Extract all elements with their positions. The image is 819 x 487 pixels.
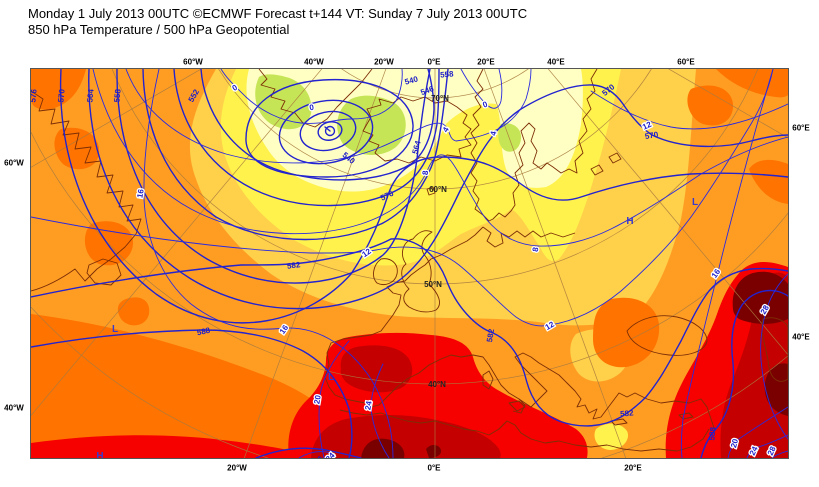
map-frame-label: 40°W bbox=[304, 57, 324, 67]
pressure-centre-label: H bbox=[626, 216, 633, 227]
longitude-line bbox=[668, 69, 788, 139]
geopotential-contour-label: 570 bbox=[56, 88, 66, 103]
map-frame-label: 40°E bbox=[792, 332, 810, 342]
graticule-label: 60°N bbox=[429, 185, 447, 194]
map-frame-label: 40°W bbox=[4, 403, 24, 413]
geopotential-contour-label: 582 bbox=[485, 328, 496, 343]
temperature-contour-label: 16 bbox=[278, 323, 291, 336]
temperature-contour-label: 20 bbox=[312, 394, 323, 405]
map-frame-label: 20°E bbox=[624, 463, 642, 473]
temperature-contour-label: 0 bbox=[231, 83, 240, 93]
geopotential-contour-label: 552 bbox=[187, 87, 202, 104]
pressure-centre-label: L bbox=[112, 324, 118, 335]
map-frame-label: 40°E bbox=[547, 57, 565, 67]
geopotential-contour-label: 540 bbox=[404, 74, 420, 86]
geopotential-contour-label: 594 bbox=[314, 454, 331, 458]
chart-title-line1: Monday 1 July 2013 00UTC ©ECMWF Forecast… bbox=[28, 6, 528, 21]
graticule-layer bbox=[31, 69, 788, 458]
pressure-centre-label: H bbox=[96, 451, 103, 458]
longitude-line bbox=[483, 69, 627, 458]
temperature-contour-label: 16 bbox=[710, 267, 723, 280]
geopotential-contour-label: 582 bbox=[620, 408, 635, 418]
geopotential-contour-label: 588 bbox=[707, 426, 717, 441]
chart-title-line2: 850 hPa Temperature / 500 hPa Geopotenti… bbox=[28, 22, 290, 37]
geopotential-contour-label: 558 bbox=[112, 88, 122, 103]
geopotential-contour-label: 564 bbox=[411, 139, 423, 155]
graticule-label: 50°N bbox=[424, 280, 442, 289]
geopotential-contour-label: 564 bbox=[85, 88, 95, 103]
geopotential-contour-layer bbox=[31, 69, 788, 458]
longitude-line bbox=[547, 69, 788, 356]
map-frame-label: 20°E bbox=[477, 57, 495, 67]
temperature-contour-label: 16 bbox=[135, 188, 146, 199]
geopotential-contour-label: 546 bbox=[419, 84, 435, 97]
low-centre-symbol bbox=[324, 125, 336, 137]
forecast-map: 70°N 60°N 50°N 40°N 540 546 540 552 558 564 570 570… bbox=[30, 68, 789, 459]
temperature-contour-label: 24 bbox=[324, 451, 337, 458]
temperature-contour-layer bbox=[31, 69, 788, 458]
map-frame-label: 20°W bbox=[227, 463, 247, 473]
geopotential-contour-label: 576 bbox=[31, 88, 39, 103]
temperature-contour-label: 4 bbox=[489, 130, 499, 136]
temperature-contour-label: 0 bbox=[309, 103, 315, 113]
geopotential-contour-label: 582 bbox=[286, 260, 301, 271]
graticule-label: 70°N bbox=[431, 94, 449, 103]
map-frame-label: 60°W bbox=[4, 158, 24, 168]
map-frame-label: 60°W bbox=[183, 57, 203, 67]
temperature-contour-label: 8 bbox=[421, 170, 430, 176]
longitude-line bbox=[31, 69, 202, 168]
temperature-contour-label: 0 bbox=[482, 99, 490, 109]
temperature-contour-label: 8 bbox=[531, 246, 541, 252]
geopotential-contour-label: 558 bbox=[440, 69, 455, 79]
graticule-label: 40°N bbox=[428, 380, 446, 389]
map-frame-label: 0°E bbox=[427, 463, 441, 473]
map-frame-label: 0°E bbox=[427, 57, 441, 67]
geopotential-contour-label: 570 bbox=[644, 130, 659, 141]
longitude-line bbox=[243, 69, 387, 458]
map-frame-label: 60°E bbox=[792, 123, 810, 133]
temperature-contour-label: 4 bbox=[441, 125, 451, 134]
longitude-line bbox=[31, 69, 323, 417]
map-frame-label: 20°W bbox=[374, 57, 394, 67]
pressure-centre-label: L bbox=[328, 372, 334, 383]
map-canvas: 70°N60°N50°N40°N540546540552558564570570… bbox=[31, 69, 788, 458]
pressure-centre-label: L bbox=[692, 197, 698, 208]
temperature-contour-label: 24 bbox=[363, 400, 374, 411]
map-frame-label: 60°E bbox=[677, 57, 695, 67]
geopotential-contour-label: 588 bbox=[196, 326, 211, 338]
